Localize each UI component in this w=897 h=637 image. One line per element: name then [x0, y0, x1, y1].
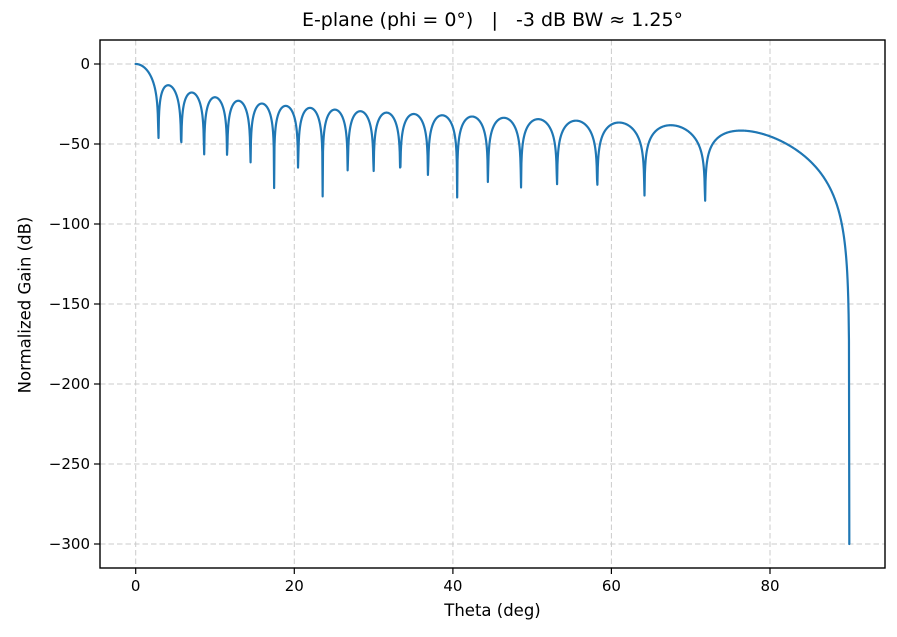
x-tick-label: 20 [285, 577, 304, 595]
x-tick-label: 40 [443, 577, 462, 595]
y-tick-label: −250 [49, 455, 90, 473]
y-tick-label: −300 [49, 535, 90, 553]
y-tick-label: −50 [58, 135, 90, 153]
x-tick-label: 60 [602, 577, 621, 595]
x-axis-label: Theta (deg) [444, 601, 541, 620]
x-tick-label: 0 [131, 577, 141, 595]
x-tick-label: 80 [760, 577, 779, 595]
y-tick-label: −100 [49, 215, 90, 233]
y-tick-label: 0 [80, 55, 90, 73]
y-tick-label: −200 [49, 375, 90, 393]
gain-curve [134, 62, 851, 546]
chart-title: E-plane (phi = 0°) | -3 dB BW ≈ 1.25° [301, 9, 684, 31]
y-tick-label: −150 [49, 295, 90, 313]
